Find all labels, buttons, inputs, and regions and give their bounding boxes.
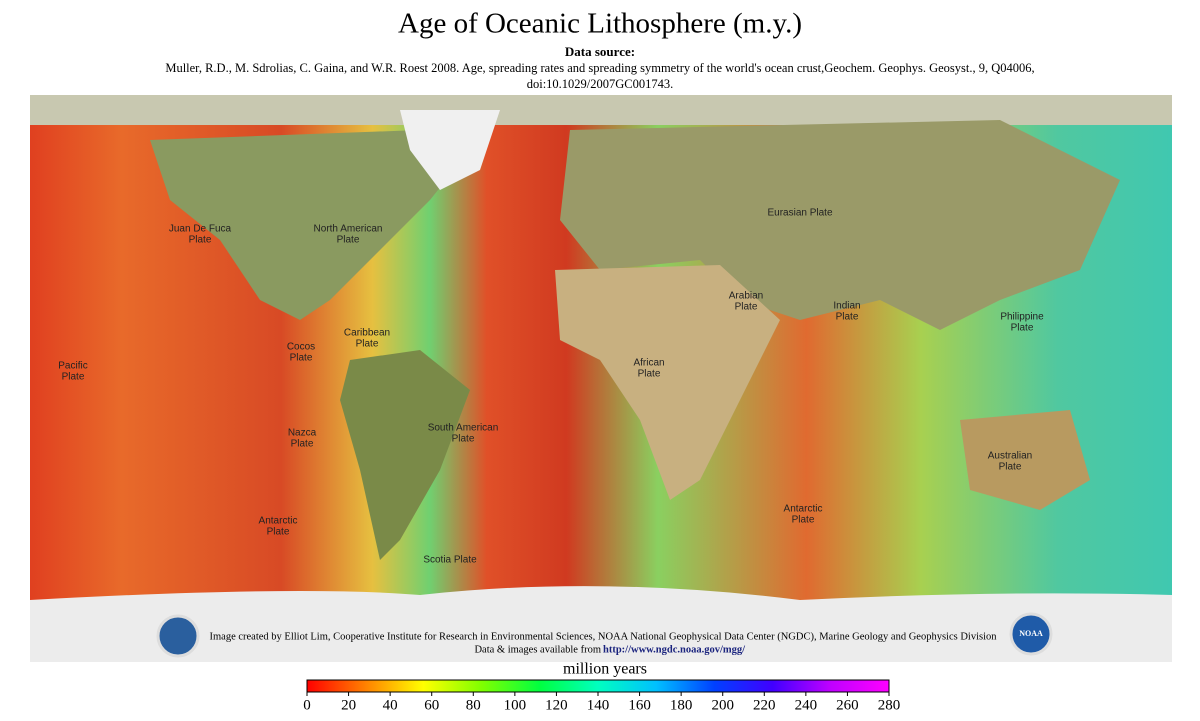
colorbar-tick-label: 280 — [878, 697, 901, 713]
plate-label: Indian — [833, 301, 860, 312]
plate-label: Eurasian Plate — [767, 208, 832, 219]
colorbar-tick-label: 0 — [303, 697, 311, 713]
title: Age of Oceanic Lithosphere (m.y.) — [398, 8, 802, 40]
colorbar-tick-label: 220 — [753, 697, 776, 713]
citation: Muller, R.D., M. Sdrolias, C. Gaina, and… — [165, 61, 1034, 75]
source-label: Data source: — [565, 44, 635, 59]
continent — [960, 410, 1090, 510]
plate-label: Philippine — [1000, 312, 1044, 323]
plate-label: North American — [314, 224, 383, 235]
plate-label: Plate — [290, 353, 313, 364]
continent — [340, 350, 470, 560]
plate-label: Plate — [62, 372, 85, 383]
plate-label: Plate — [452, 434, 475, 445]
plate-label: African — [633, 358, 664, 369]
antarctica — [30, 586, 1172, 662]
colorbar-tick-label: 200 — [711, 697, 734, 713]
plate-label: Juan De Fuca — [169, 224, 232, 235]
colorbar-tick-label: 40 — [383, 697, 398, 713]
plate-label: Plate — [638, 369, 661, 380]
credit-link[interactable]: http://www.ngdc.noaa.gov/mgg/ — [603, 644, 746, 655]
continent — [150, 130, 470, 320]
colorbar-tick-label: 140 — [587, 697, 610, 713]
plate-label: Plate — [735, 302, 758, 313]
plate-label: Cocos — [287, 342, 315, 353]
colorbar: 0 20 40 60 80 100 120 140 160 180 200 220 240 260 280 — [303, 679, 901, 713]
plate-label: Plate — [267, 527, 290, 538]
citation: doi:10.1029/2007GC001743. — [527, 77, 674, 91]
plate-label: Plate — [291, 439, 314, 450]
plate-label: Australian — [988, 451, 1032, 462]
colorbar-label: million years — [563, 661, 647, 678]
colorbar-tick-label: 160 — [628, 697, 651, 713]
colorbar-bar — [306, 679, 890, 693]
colorbar-tick-label: 120 — [545, 697, 568, 713]
plate-label: Plate — [792, 515, 815, 526]
credit: Image created by Elliot Lim, Cooperative… — [210, 631, 998, 642]
colorbar-tick-label: 180 — [670, 697, 693, 713]
credit: Data & images available from — [474, 644, 601, 655]
plate-label: Plate — [999, 462, 1022, 473]
colorbar-tick-label: 80 — [466, 697, 481, 713]
plate-label: Arabian — [729, 291, 763, 302]
plate-label: Plate — [356, 339, 379, 350]
plate-label: Plate — [189, 235, 212, 246]
plate-label: Pacific — [58, 361, 87, 372]
colorbar-tick-label: 260 — [836, 697, 859, 713]
colorbar-tick-label: 100 — [504, 697, 527, 713]
arctic — [30, 95, 1172, 125]
plate-label: Scotia Plate — [423, 555, 477, 566]
plate-label: Plate — [1011, 323, 1034, 334]
colorbar-tick-label: 20 — [341, 697, 356, 713]
continent — [555, 265, 780, 500]
plate-label: Antarctic — [784, 504, 823, 515]
plate-label: Plate — [836, 312, 859, 323]
colorbar-tick-label: 60 — [424, 697, 439, 713]
plate-label: South American — [428, 423, 499, 434]
plate-label: Caribbean — [344, 328, 390, 339]
logo-doc — [156, 614, 200, 658]
plate-label: Antarctic — [259, 516, 298, 527]
continent — [560, 120, 1120, 330]
plate-label: Plate — [337, 235, 360, 246]
logo-text: NOAA — [1019, 629, 1043, 638]
plate-label: Nazca — [288, 428, 317, 439]
colorbar-tick-label: 240 — [795, 697, 818, 713]
greenland — [400, 110, 500, 190]
logo-noaa — [1009, 612, 1053, 656]
